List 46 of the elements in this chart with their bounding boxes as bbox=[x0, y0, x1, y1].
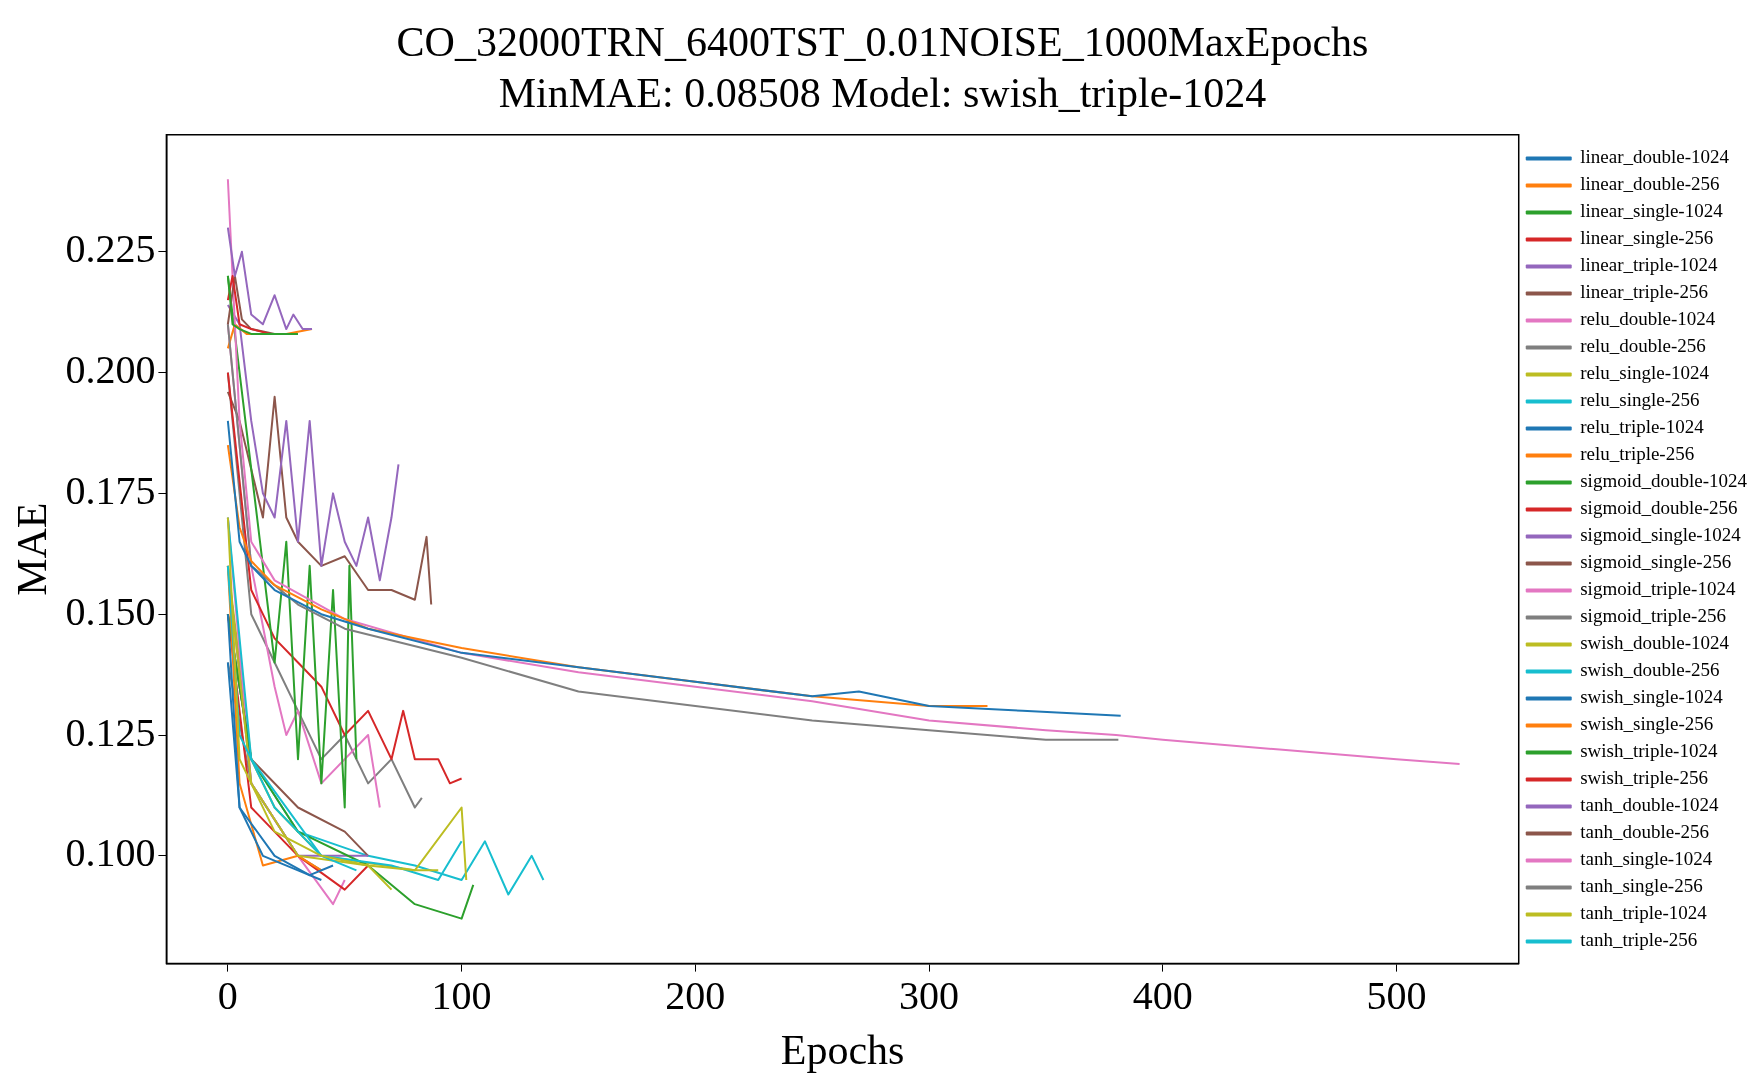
y-tick-label: 0.100 bbox=[65, 830, 156, 876]
legend-label: swish_triple-256 bbox=[1580, 767, 1708, 789]
legend-label: sigmoid_single-256 bbox=[1580, 551, 1732, 573]
x-axis-title: Epochs bbox=[780, 1026, 905, 1073]
legend-label: tanh_triple-256 bbox=[1580, 929, 1698, 951]
legend-label: tanh_double-1024 bbox=[1580, 794, 1719, 816]
legend-label: linear_double-1024 bbox=[1580, 146, 1730, 168]
legend-label: sigmoid_triple-1024 bbox=[1580, 578, 1736, 600]
y-axis-title: MAE bbox=[9, 502, 56, 596]
legend-label: tanh_single-256 bbox=[1580, 875, 1703, 897]
legend-label: linear_triple-256 bbox=[1580, 281, 1708, 303]
x-tick-label: 500 bbox=[1366, 973, 1427, 1019]
legend-label: swish_single-256 bbox=[1580, 713, 1714, 735]
legend-label: swish_double-256 bbox=[1580, 659, 1720, 681]
legend-label: sigmoid_single-1024 bbox=[1580, 524, 1742, 546]
chart-subtitle: MinMAE: 0.08508 Model: swish_triple-1024 bbox=[498, 69, 1267, 116]
y-tick-label: 0.175 bbox=[65, 467, 156, 513]
x-tick-label: 200 bbox=[665, 973, 726, 1019]
legend-label: tanh_single-1024 bbox=[1580, 848, 1713, 870]
legend-label: swish_single-1024 bbox=[1580, 686, 1724, 708]
legend-label: relu_single-256 bbox=[1580, 389, 1700, 411]
legend-label: sigmoid_double-256 bbox=[1580, 497, 1738, 519]
x-tick-label: 0 bbox=[217, 973, 238, 1019]
legend-label: linear_single-1024 bbox=[1580, 200, 1724, 222]
legend-label: swish_triple-1024 bbox=[1580, 740, 1718, 762]
legend-label: relu_triple-256 bbox=[1580, 443, 1695, 465]
legend-label: sigmoid_double-1024 bbox=[1580, 470, 1748, 492]
x-tick-label: 400 bbox=[1132, 973, 1193, 1019]
y-tick-label: 0.225 bbox=[65, 226, 156, 272]
x-tick-label: 100 bbox=[431, 973, 492, 1019]
legend-label: linear_single-256 bbox=[1580, 227, 1714, 249]
x-tick-label: 300 bbox=[899, 973, 960, 1019]
legend-label: relu_single-1024 bbox=[1580, 362, 1710, 384]
legend-label: sigmoid_triple-256 bbox=[1580, 605, 1726, 627]
y-tick-label: 0.150 bbox=[65, 588, 156, 634]
chart-title: CO_32000TRN_6400TST_0.01NOISE_1000MaxEpochs bbox=[396, 19, 1369, 66]
legend-label: tanh_double-256 bbox=[1580, 821, 1709, 843]
legend-label: linear_double-256 bbox=[1580, 173, 1720, 195]
y-tick-label: 0.125 bbox=[65, 709, 156, 755]
legend-label: linear_triple-1024 bbox=[1580, 254, 1718, 276]
legend-label: relu_double-1024 bbox=[1580, 308, 1716, 330]
legend-label: relu_triple-1024 bbox=[1580, 416, 1705, 438]
legend-label: relu_double-256 bbox=[1580, 335, 1706, 357]
legend-label: swish_double-1024 bbox=[1580, 632, 1730, 654]
y-tick-label: 0.200 bbox=[65, 347, 156, 393]
legend-label: tanh_triple-1024 bbox=[1580, 902, 1708, 924]
